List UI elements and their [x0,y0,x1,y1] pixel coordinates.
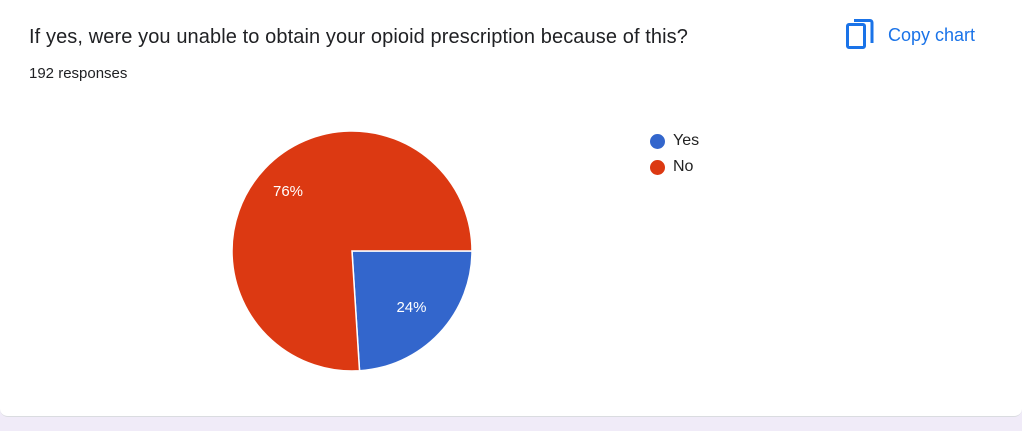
legend-label-no: No [673,158,694,175]
response-count: 192 responses [29,65,128,82]
pie-label-yes: 24% [396,299,426,316]
question-title: If yes, were you unable to obtain your o… [29,26,689,48]
copy-chart-button[interactable]: Copy chart [846,18,975,52]
copy-icon [846,19,874,49]
pie-slice-labels: 24% 76% [273,183,427,316]
legend-swatch-no [650,159,665,175]
pie-slice-yes[interactable] [351,250,473,372]
pie-slice-no[interactable] [231,130,473,372]
legend-item-yes[interactable]: Yes [650,128,699,154]
legend-swatch-yes [650,133,665,149]
pie-chart: 24% 76% [231,130,473,372]
copy-chart-label: Copy chart [888,24,976,45]
legend-item-no[interactable]: No [650,154,699,180]
chart-legend: Yes No [650,128,699,180]
pie-label-no: 76% [273,183,303,200]
legend-label-yes: Yes [673,132,700,149]
chart-card: If yes, were you unable to obtain your o… [0,0,1022,417]
pie-slices [231,130,473,372]
